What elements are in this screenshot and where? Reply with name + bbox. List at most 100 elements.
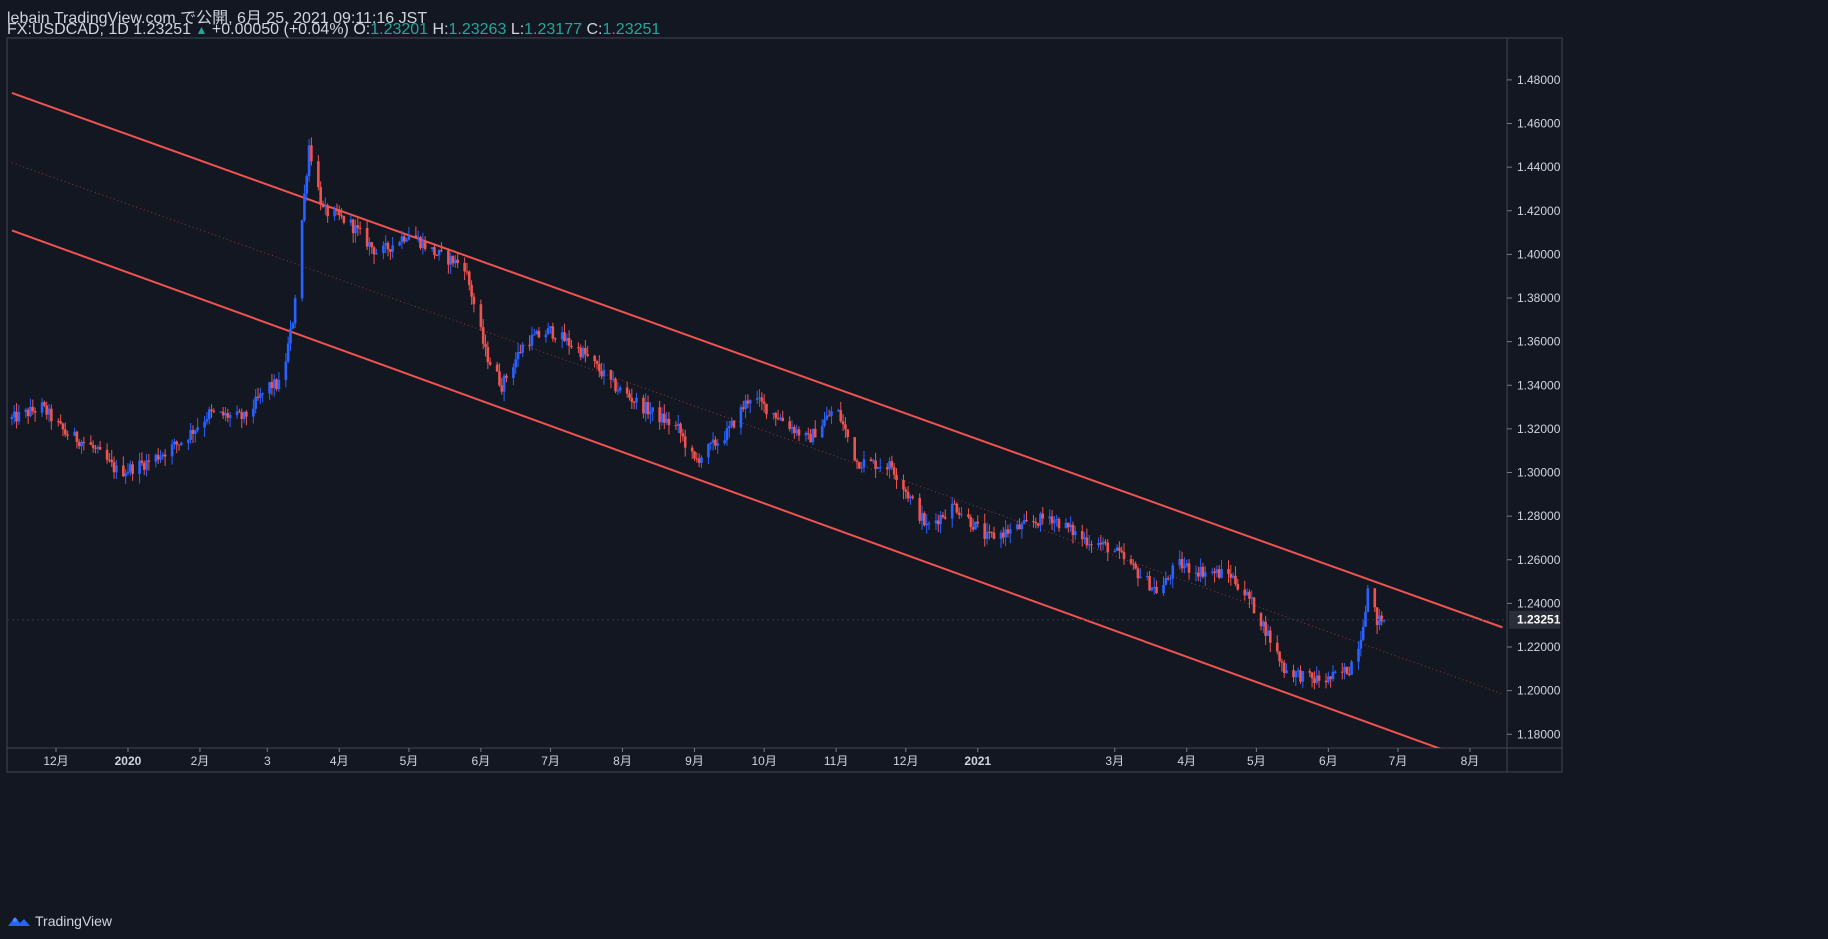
candle-body [1097, 543, 1100, 546]
candle-body [665, 418, 668, 423]
candle-body [1269, 630, 1272, 643]
candle-body [110, 459, 114, 463]
candle-body [1004, 529, 1007, 538]
candle [1187, 559, 1191, 580]
candle [1282, 660, 1286, 678]
price-tick-label: 1.22000 [1517, 640, 1561, 654]
candle-body [319, 187, 322, 205]
candle-body [567, 337, 571, 346]
candle-body [77, 441, 81, 447]
candle-body [351, 219, 355, 234]
candle-body [154, 454, 158, 462]
candle [1264, 615, 1267, 645]
time-tick-label: 10月 [751, 754, 776, 768]
candle [598, 355, 601, 378]
candle [124, 468, 127, 485]
time-tick-label: 4月 [330, 754, 349, 768]
candle-body [707, 443, 710, 458]
candle-body [967, 514, 970, 518]
candle-body [354, 225, 357, 234]
candle-body [1292, 670, 1295, 678]
candle [616, 381, 620, 395]
candle [272, 374, 276, 397]
candle [602, 363, 606, 385]
tradingview-brand[interactable]: TradingView [7, 910, 112, 932]
candle-body [813, 428, 817, 438]
candle-body [723, 440, 726, 444]
candle-body [779, 417, 782, 420]
candle-body [1067, 522, 1070, 528]
candle-body [1194, 572, 1198, 574]
candle-body [358, 227, 362, 229]
candle-body [286, 343, 290, 362]
candle [1313, 671, 1316, 690]
candle-body [291, 323, 295, 329]
candle [577, 342, 580, 354]
candle [709, 441, 713, 451]
candle-body [690, 447, 694, 452]
candle [240, 408, 244, 429]
candle-body [1213, 571, 1216, 574]
candle [953, 499, 956, 505]
candle [642, 394, 645, 419]
candle-body [17, 412, 21, 422]
candle-body [830, 411, 833, 416]
candle [960, 506, 963, 518]
candle-body [888, 461, 891, 470]
candle [841, 414, 845, 431]
candle-body [365, 227, 369, 247]
candle-body [440, 250, 443, 252]
candle-body [194, 430, 197, 434]
candle [194, 429, 197, 443]
candle [1364, 605, 1367, 627]
candle [1366, 584, 1370, 613]
candle [804, 431, 808, 442]
price-axis[interactable]: 1.48000 1.46000 1.44000 1.42000 1.40000 1.380… [7, 73, 1561, 741]
candle [26, 407, 30, 424]
candle [584, 340, 587, 363]
candle-body [577, 347, 580, 349]
candle-body [1050, 516, 1054, 524]
candle [1169, 574, 1172, 585]
candle-body [925, 523, 928, 526]
candle-body [212, 410, 216, 412]
candle [690, 445, 694, 460]
candle-body [714, 439, 717, 446]
candle [498, 363, 501, 387]
candle [307, 139, 311, 182]
candle [909, 494, 912, 505]
candle [1199, 558, 1202, 582]
candle-body [679, 423, 682, 434]
price-tick-label: 1.42000 [1517, 204, 1561, 218]
candle-body [695, 458, 699, 460]
candle [1378, 609, 1381, 631]
candle-body [430, 247, 434, 250]
candle [1183, 557, 1186, 574]
candle-body [644, 402, 648, 414]
candle-body [1345, 666, 1349, 675]
candle-body [1252, 597, 1256, 614]
candle-body [389, 249, 392, 252]
time-tick-label: 7月 [1389, 754, 1408, 768]
candle [207, 406, 211, 425]
last-price-badge [1509, 610, 1560, 629]
candle [781, 410, 785, 422]
candle-body [472, 296, 476, 305]
candle-body [570, 345, 573, 348]
candle [252, 399, 255, 424]
candle [1334, 670, 1337, 674]
candle [788, 416, 791, 432]
candle [988, 524, 991, 540]
candle-body [1231, 575, 1235, 578]
candle [1145, 571, 1149, 581]
candle-body [537, 330, 541, 338]
candle [927, 521, 931, 530]
candle-body [950, 503, 954, 519]
time-axis[interactable]: 12月 2020 2月 3 4月 5月 6月 7月 8月 9月 10月 11月 12月 2021 3月 4月 5… [43, 748, 1479, 768]
candle [189, 422, 192, 444]
candle-body [1375, 607, 1379, 625]
candle-body [1343, 666, 1346, 672]
regression-channel[interactable] [11, 92, 1503, 771]
candle [1373, 587, 1377, 613]
